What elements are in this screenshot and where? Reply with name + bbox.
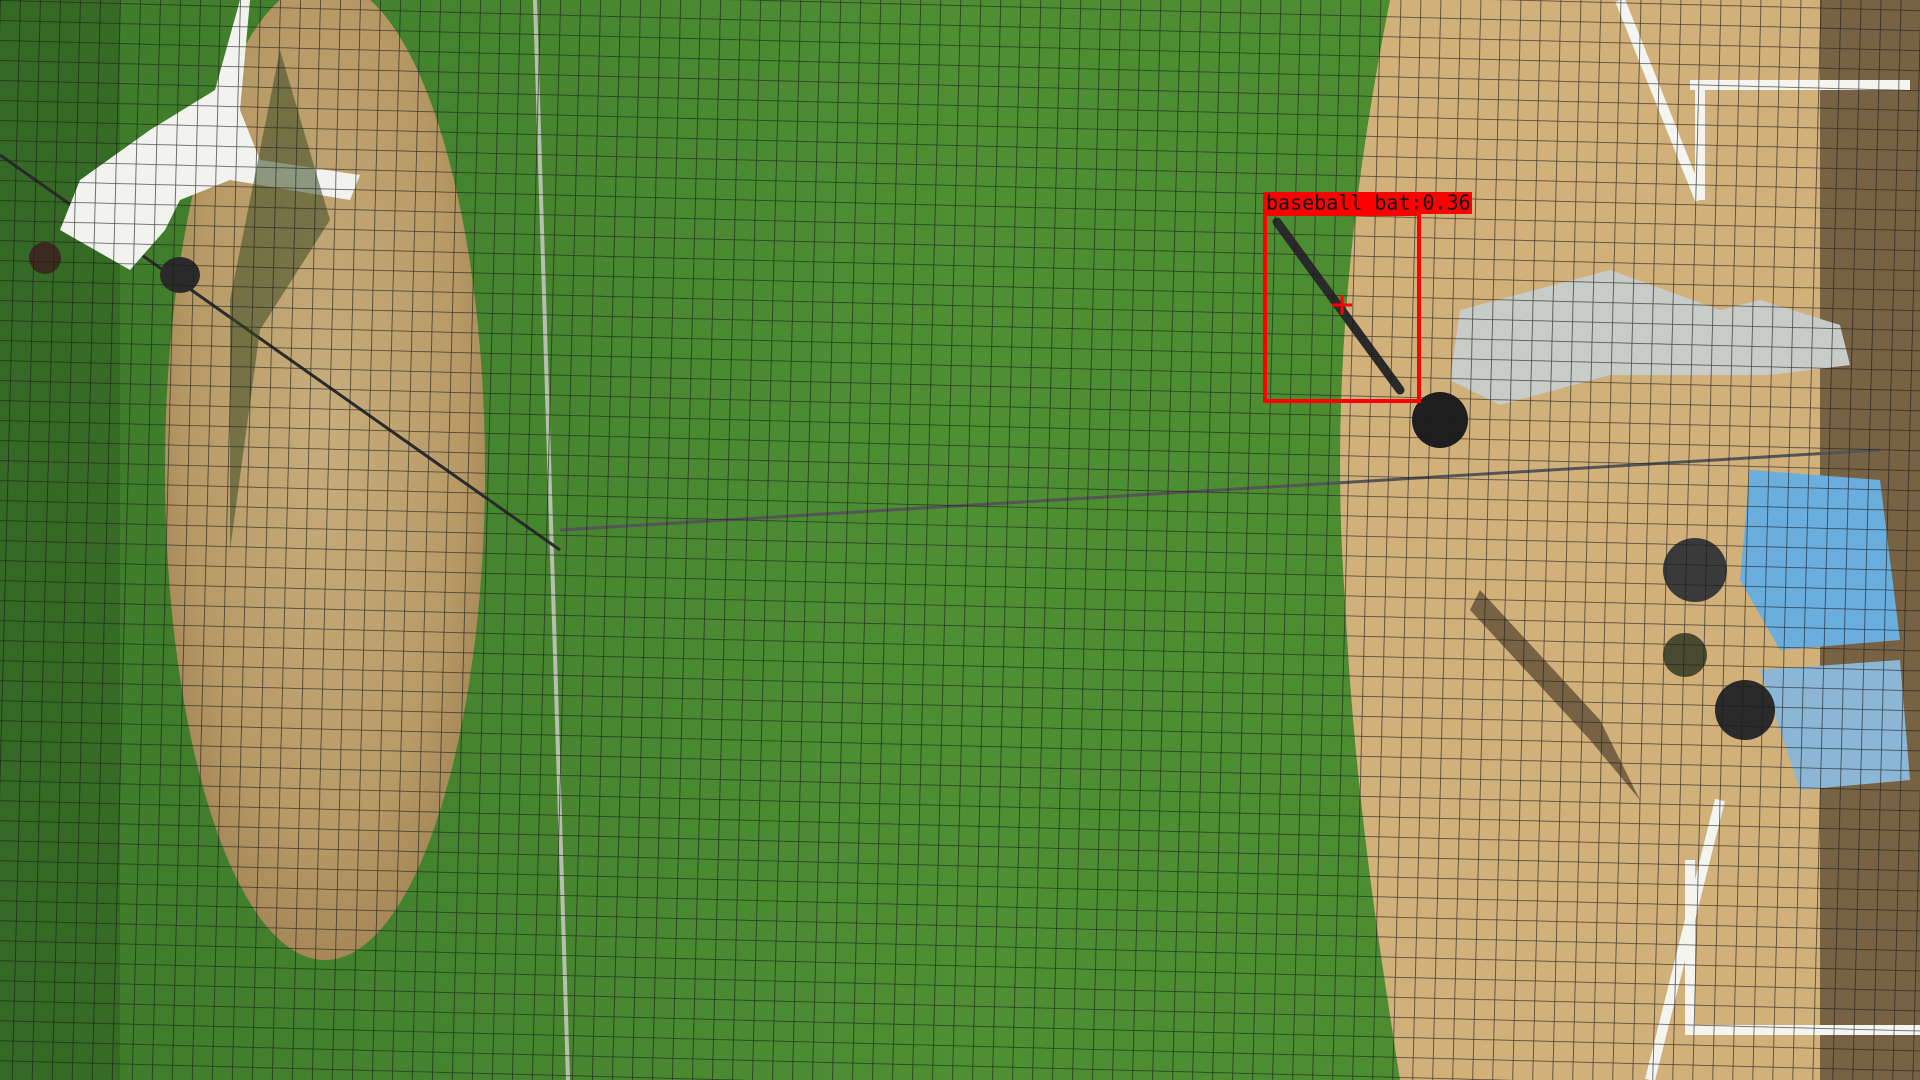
label-background: [1263, 192, 1472, 214]
center-marker: [1332, 295, 1352, 315]
detection-label: baseball bat:0.36: [1266, 191, 1471, 215]
detection: baseball bat:0.36: [1263, 191, 1472, 403]
